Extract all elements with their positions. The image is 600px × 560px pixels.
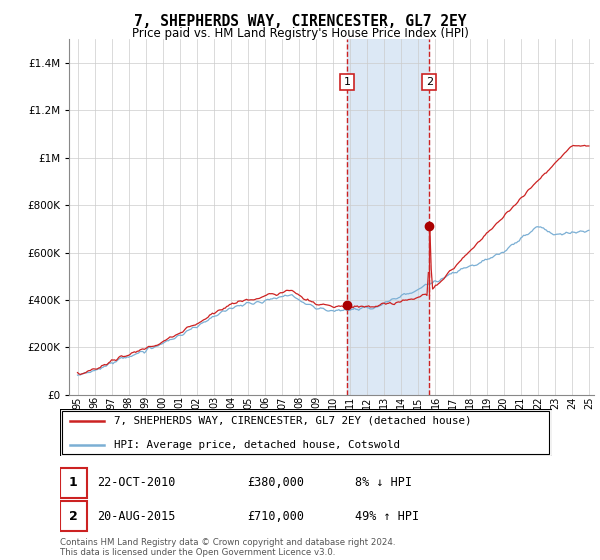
Text: 22-OCT-2010: 22-OCT-2010	[97, 476, 175, 489]
Text: Price paid vs. HM Land Registry's House Price Index (HPI): Price paid vs. HM Land Registry's House …	[131, 27, 469, 40]
Text: 7, SHEPHERDS WAY, CIRENCESTER, GL7 2EY: 7, SHEPHERDS WAY, CIRENCESTER, GL7 2EY	[134, 14, 466, 29]
Text: 2: 2	[69, 510, 77, 523]
Bar	[347, 39, 430, 395]
FancyBboxPatch shape	[62, 410, 548, 455]
Text: Contains HM Land Registry data © Crown copyright and database right 2024.
This d: Contains HM Land Registry data © Crown c…	[60, 538, 395, 557]
Text: HPI: Average price, detached house, Cotswold: HPI: Average price, detached house, Cots…	[114, 440, 400, 450]
Text: 8% ↓ HPI: 8% ↓ HPI	[355, 476, 412, 489]
Text: 1: 1	[69, 476, 77, 489]
FancyBboxPatch shape	[60, 501, 87, 531]
Text: 7, SHEPHERDS WAY, CIRENCESTER, GL7 2EY (detached house): 7, SHEPHERDS WAY, CIRENCESTER, GL7 2EY (…	[114, 416, 472, 426]
Text: £380,000: £380,000	[247, 476, 304, 489]
Text: 1: 1	[344, 77, 350, 87]
FancyBboxPatch shape	[60, 468, 87, 498]
Text: 2: 2	[426, 77, 433, 87]
Text: 49% ↑ HPI: 49% ↑ HPI	[355, 510, 419, 523]
Text: £710,000: £710,000	[247, 510, 304, 523]
Text: 20-AUG-2015: 20-AUG-2015	[97, 510, 175, 523]
